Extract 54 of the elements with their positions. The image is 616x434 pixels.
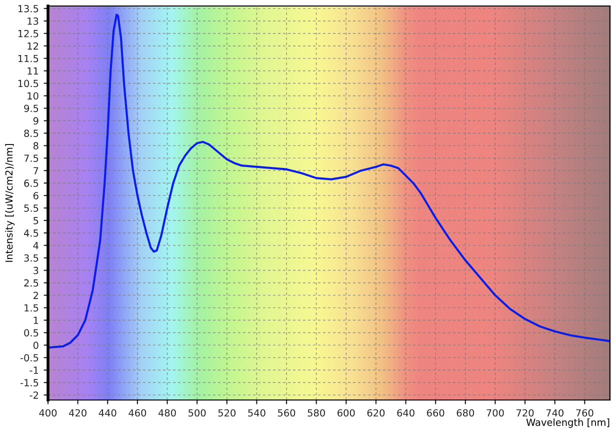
y-tick-label: 5 [34,217,38,224]
y-tick-label: 5.5 [24,204,38,212]
x-tick-label: 540 [248,409,266,417]
y-tick-label: 12.5 [18,30,38,38]
y-tick-label: 8 [33,142,38,150]
y-tick-label: 3 [34,266,38,274]
x-tick-label: 480 [158,409,176,417]
y-tick-label: 7.5 [24,154,38,162]
y-tick-label: 11 [28,67,38,75]
y-tick-label: 1.5 [24,304,38,312]
y-tick-label: 2.5 [24,279,38,287]
y-tick-label: 0 [33,342,38,349]
x-tick-label: 560 [278,409,296,417]
y-tick-label: 9 [33,117,38,125]
x-tick-label: 640 [397,409,414,417]
y-tick-label: 13 [28,17,38,25]
y-tick-label: -1 [30,366,38,374]
y-tick-label: 11.5 [18,54,38,62]
x-tick-label: 700 [486,409,504,417]
y-tick-label: 10 [28,92,38,100]
y-tick-label: -0.5 [20,354,38,362]
y-tick-label: 13.5 [18,4,38,12]
x-tick-label: 740 [546,409,564,417]
y-tick-label: 9.5 [24,104,38,112]
y-tick-label: 10.5 [18,80,38,88]
x-tick-label: 420 [69,409,86,417]
x-tick-label: 680 [456,409,474,417]
y-tick-label: 1 [34,316,38,324]
y-tick-label: -1.5 [20,379,38,386]
y-tick-label: 2 [34,292,38,299]
y-tick-label: 8.5 [24,130,38,138]
y-tick-label: -2 [30,391,38,399]
x-tick-label: 660 [426,409,444,417]
x-axis-title: Wavelength [nm] [526,418,610,428]
y-tick-label: 6.5 [24,180,38,187]
x-tick-label: 520 [218,409,236,417]
y-tick-label: 6 [33,192,38,200]
y-tick-label: 0.5 [24,329,38,337]
x-tick-label: 760 [576,409,594,417]
x-tick-label: 500 [188,409,206,417]
y-axis-title: Intensity [(uW/cm2)/nm] [5,144,15,262]
x-tick-label: 600 [338,409,355,417]
y-tick-label: 4.5 [24,230,38,237]
x-tick-label: 580 [308,409,325,417]
y-tick-label: 3.5 [24,254,38,262]
y-tick-label: 4 [33,242,38,250]
x-tick-label: 720 [516,409,534,417]
x-tick-label: 460 [128,409,146,417]
x-tick-label: 620 [367,409,385,417]
x-tick-label: 440 [98,409,116,417]
line-series [48,14,610,349]
x-tick-label: 400 [39,409,57,417]
y-tick-label: 12 [28,42,38,50]
y-tick-label: 7 [34,167,38,174]
